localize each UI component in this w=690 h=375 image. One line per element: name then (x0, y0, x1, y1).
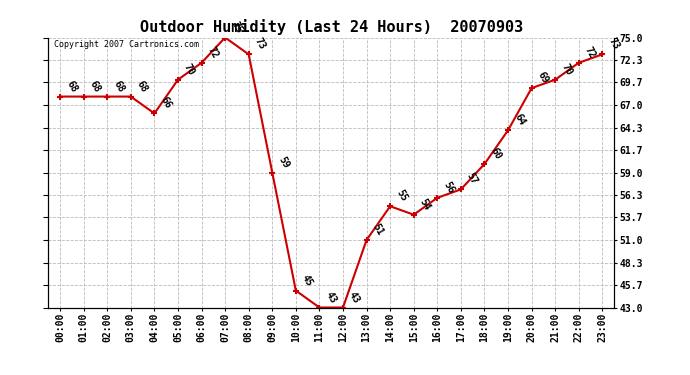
Text: 55: 55 (394, 188, 409, 204)
Text: 72: 72 (583, 45, 598, 60)
Text: 43: 43 (324, 290, 338, 305)
Text: 68: 68 (88, 79, 102, 94)
Text: 73: 73 (607, 36, 621, 52)
Text: 51: 51 (371, 222, 385, 237)
Title: Outdoor Humidity (Last 24 Hours)  20070903: Outdoor Humidity (Last 24 Hours) 2007090… (139, 19, 523, 35)
Text: 69: 69 (535, 70, 551, 86)
Text: 57: 57 (465, 171, 480, 187)
Text: 73: 73 (253, 36, 268, 52)
Text: 45: 45 (300, 273, 315, 288)
Text: 70: 70 (182, 62, 197, 77)
Text: 72: 72 (206, 45, 220, 60)
Text: 60: 60 (489, 146, 503, 161)
Text: Copyright 2007 Cartronics.com: Copyright 2007 Cartronics.com (54, 40, 199, 49)
Text: 68: 68 (135, 79, 150, 94)
Text: 59: 59 (277, 154, 291, 170)
Text: 54: 54 (418, 197, 433, 212)
Text: 43: 43 (347, 290, 362, 305)
Text: 75: 75 (229, 20, 244, 35)
Text: 68: 68 (64, 79, 79, 94)
Text: 56: 56 (442, 180, 456, 195)
Text: 70: 70 (560, 62, 574, 77)
Text: 68: 68 (111, 79, 126, 94)
Text: 66: 66 (159, 96, 173, 111)
Text: 64: 64 (512, 112, 526, 128)
